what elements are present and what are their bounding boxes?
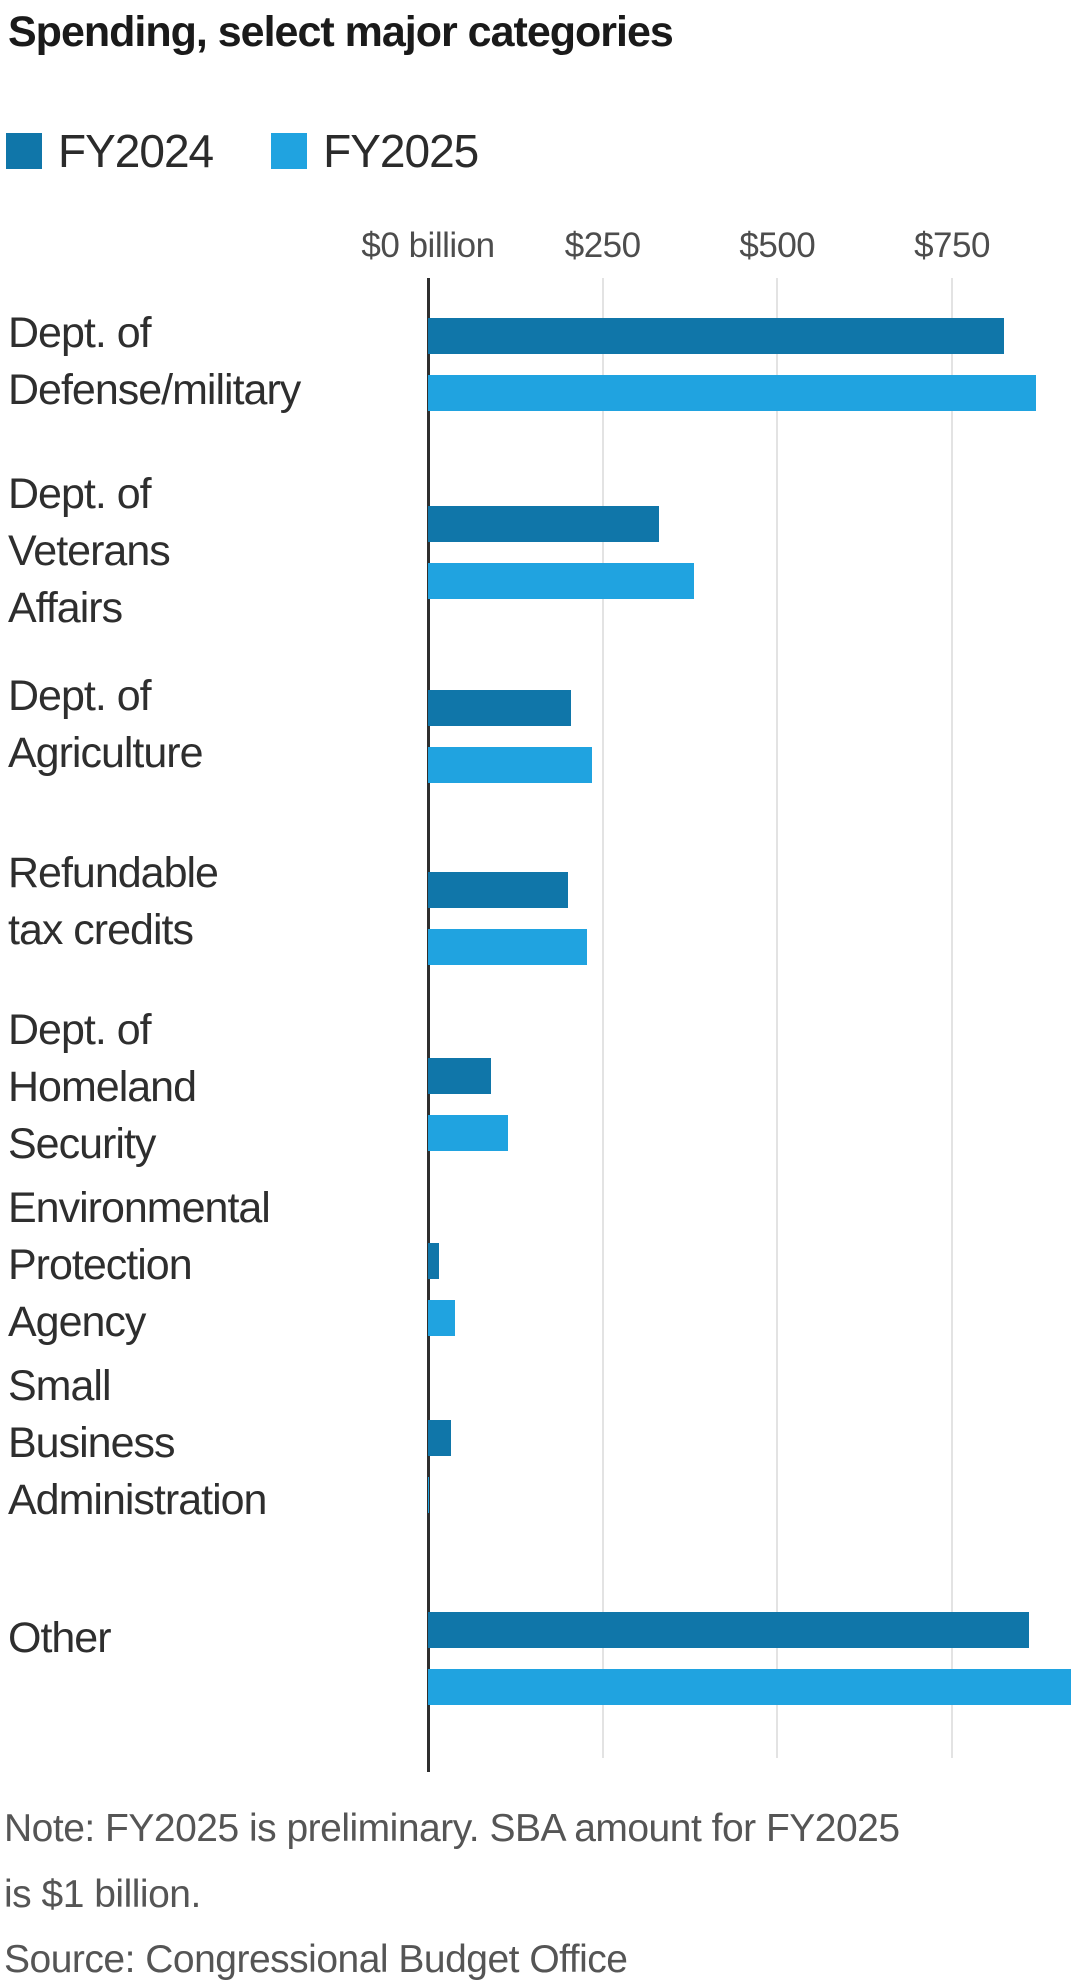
bar-fy2024 [428, 872, 568, 908]
axis-tick-label: $250 [564, 226, 641, 265]
category-label: Other [8, 1614, 112, 1662]
axis-tick-label: $750 [914, 226, 990, 265]
legend-swatch-fy2024-icon [6, 133, 42, 169]
source-text: Source: Congressional Budget Office [4, 1938, 628, 1981]
axis-tick-label: $0 billion [361, 226, 495, 265]
bar-fy2025 [428, 1669, 1071, 1705]
legend-item-fy2025: FY2025 [271, 124, 479, 178]
category-label: Dept. of Veterans Affairs [8, 470, 171, 632]
bar-fy2024 [428, 1612, 1029, 1648]
gridline [776, 278, 779, 1758]
category-label: Environmental Protection Agency [8, 1184, 271, 1346]
note-text: Note: FY2025 is preliminary. SBA amount … [4, 1807, 900, 1916]
legend: FY2024 FY2025 [6, 124, 536, 178]
bar-fy2025 [428, 563, 694, 599]
page-title: Spending, select major categories [8, 8, 674, 56]
bar-fy2025 [428, 1115, 509, 1151]
bar-fy2024 [428, 318, 1005, 354]
bar-fy2025 [428, 1477, 429, 1513]
bar-fy2024 [428, 1058, 491, 1094]
category-label: Refundable tax credits [8, 849, 219, 954]
axis-line [427, 278, 430, 1772]
category-label: Dept. of Agriculture [8, 672, 204, 777]
gridline [601, 278, 604, 1758]
legend-swatch-fy2025-icon [271, 133, 308, 169]
category-label: Small Business Administration [8, 1362, 267, 1524]
legend-label-fy2024: FY2024 [58, 125, 214, 177]
bar-fy2025 [428, 929, 588, 965]
bar-fy2025 [428, 747, 593, 783]
legend-label-fy2025: FY2025 [323, 125, 479, 177]
category-label: Dept. of Defense/military [8, 309, 301, 414]
bar-fy2024 [428, 690, 572, 726]
gridline [951, 278, 954, 1758]
bar-fy2024 [428, 1243, 440, 1279]
bar-fy2025 [428, 375, 1036, 411]
bar-fy2024 [428, 506, 659, 542]
bar-fy2025 [428, 1300, 455, 1336]
category-label: Dept. of Homeland Security [8, 1006, 197, 1168]
bar-fy2024 [428, 1420, 452, 1456]
axis-tick-label: $500 [739, 226, 816, 265]
legend-item-fy2024: FY2024 [6, 124, 214, 178]
